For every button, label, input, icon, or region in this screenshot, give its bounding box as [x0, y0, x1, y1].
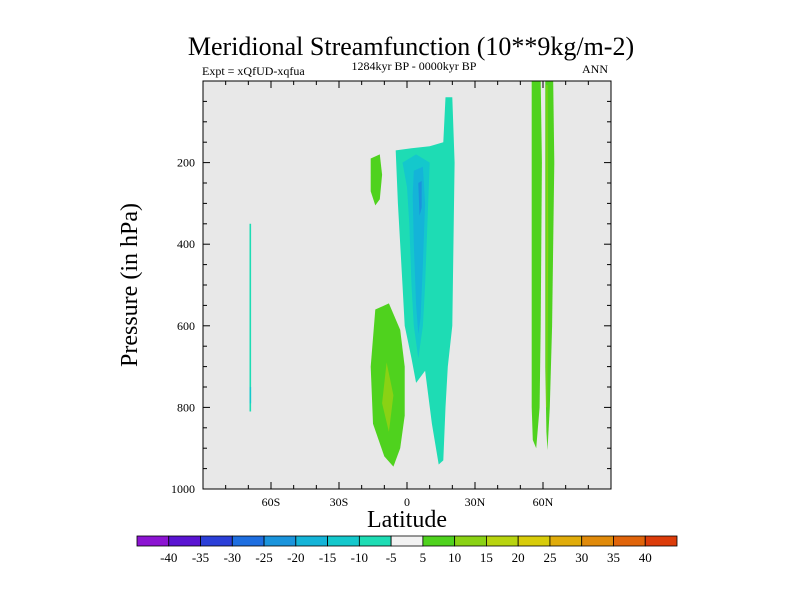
contour-equatorial-negative-max [418, 181, 422, 216]
contour-sh-polar-thin-band [249, 223, 252, 412]
colorbar-label: 40 [639, 550, 652, 565]
colorbar-box [200, 535, 233, 547]
x-tick-label: 0 [404, 495, 410, 509]
contour-upper-positive-cell [370, 154, 383, 206]
contour-nh-band-b-core [546, 85, 549, 408]
colorbar-box [358, 535, 392, 547]
contour-sh-polar-thin-band-deep [249, 387, 252, 404]
colorbar-label: -25 [255, 550, 272, 565]
y-tick-label: 800 [177, 400, 195, 414]
colorbar-label: 25 [543, 550, 556, 565]
colorbar-label: 30 [575, 550, 588, 565]
y-tick-label: 1000 [171, 482, 195, 496]
colorbar-label: 35 [607, 550, 620, 565]
colorbar-label: 15 [480, 550, 493, 565]
x-tick-label: 60N [533, 495, 554, 509]
colorbar-box [327, 535, 360, 547]
y-axis-label: Pressure (in hPa) [117, 203, 143, 367]
colorbar-label: -10 [351, 550, 368, 565]
contour-lower-positive-core [382, 362, 394, 432]
colorbar-box [136, 535, 170, 547]
contour-equatorial-negative-core [412, 166, 426, 334]
colorbar-label: 20 [512, 550, 525, 565]
colorbar-box [486, 535, 519, 547]
colorbar-label: -35 [192, 550, 209, 565]
x-axis-label: Latitude [367, 507, 447, 533]
colorbar-box [581, 535, 614, 547]
colorbar-box [390, 535, 424, 547]
left-string: Expt = xQfUD-xqfua [202, 64, 305, 78]
colorbar-box [613, 535, 646, 547]
y-tick-label: 600 [177, 319, 195, 333]
colorbar-label: -40 [160, 550, 177, 565]
colorbar-box [168, 535, 201, 547]
colorbar-label: 5 [420, 550, 427, 565]
center-string: 1284kyr BP - 0000kyr BP [352, 59, 477, 73]
x-tick-label: 30S [330, 495, 349, 509]
colorbar-box [295, 535, 328, 547]
colorbar-label: -15 [319, 550, 336, 565]
colorbar-box [231, 535, 265, 547]
y-tick-label: 400 [177, 237, 195, 251]
colorbar-label: -30 [224, 550, 241, 565]
chart-title: Meridional Streamfunction (10**9kg/m-2) [188, 32, 634, 61]
x-tick-label: 30N [465, 495, 486, 509]
colorbar-box [422, 535, 456, 547]
colorbar-box [454, 535, 487, 547]
colorbar-box [549, 535, 583, 547]
colorbar-label: 10 [448, 550, 461, 565]
colorbar-label: -20 [287, 550, 304, 565]
colorbar-box [263, 535, 297, 547]
right-string: ANN [582, 62, 608, 76]
y-tick-label: 200 [177, 156, 195, 170]
contour-nh-band-a [531, 81, 542, 449]
colorbar-label: -5 [386, 550, 397, 565]
colorbar-box [644, 535, 678, 547]
colorbar-box [517, 535, 551, 547]
x-tick-label: 60S [262, 495, 281, 509]
